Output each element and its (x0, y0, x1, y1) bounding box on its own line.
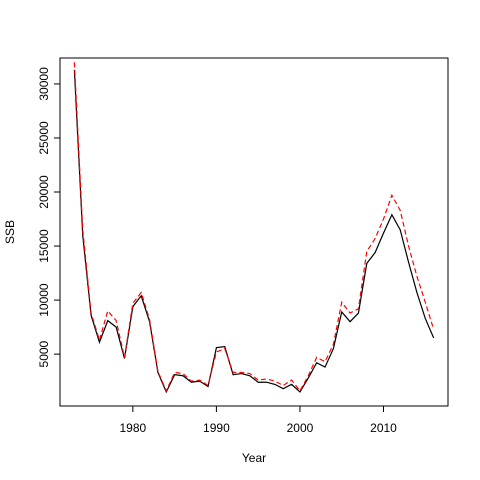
y-tick-label: 25000 (37, 121, 51, 155)
x-tick-label: 2000 (287, 421, 314, 435)
y-axis-label: SSB (3, 220, 17, 244)
plot-box (59, 57, 449, 407)
y-tick-label: 10000 (37, 283, 51, 317)
x-tick-label: 1990 (203, 421, 230, 435)
series-line (73, 62, 435, 393)
x-axis-label: Year (242, 451, 266, 465)
y-tick-label: 20000 (37, 175, 51, 209)
y-tick-label: 30000 (37, 67, 51, 101)
x-tick-label: 2010 (370, 421, 397, 435)
x-tick-label: 1980 (120, 421, 147, 435)
y-tick-label: 15000 (37, 229, 51, 263)
y-tick-label: 5000 (37, 340, 51, 367)
series-line (73, 69, 435, 394)
